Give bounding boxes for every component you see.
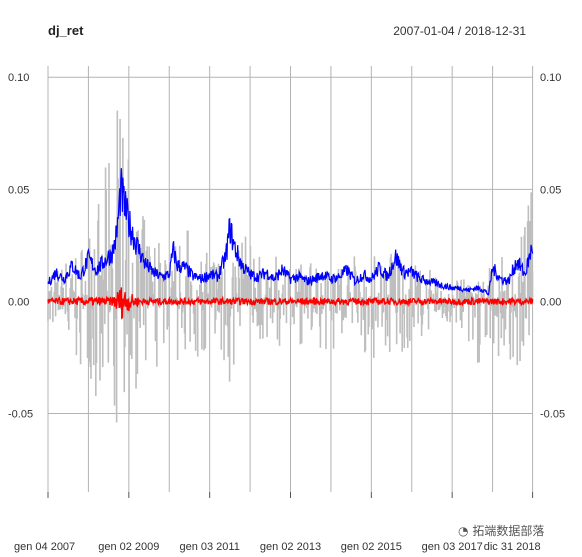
y-tick-label-right: 0.00 xyxy=(540,296,561,308)
wechat-icon: ◔ xyxy=(458,524,469,538)
x-tick-label: gen 03 2017 xyxy=(422,541,483,553)
y-tick-label-right: 0.05 xyxy=(540,184,561,196)
y-tick-label-left: 0.10 xyxy=(8,72,29,84)
x-tick-label: gen 02 2013 xyxy=(260,541,321,553)
mean-line xyxy=(47,287,534,320)
date-range-label: 2007-01-04 / 2018-12-31 xyxy=(393,24,526,38)
axis-labels: 0.10 0.10 0.05 0.05 0.00 0.00 -0.05 -0.05 gen 04… xyxy=(8,72,565,553)
x-tick-label: gen 02 2015 xyxy=(341,541,402,553)
watermark-text: 拓端数据部落 xyxy=(472,524,545,538)
x-tick-label: gen 02 2009 xyxy=(98,541,159,553)
line-series xyxy=(47,168,534,320)
y-tick-label-left: -0.05 xyxy=(8,409,33,421)
chart-title: dj_ret xyxy=(48,23,84,38)
volatility-line xyxy=(47,168,534,296)
y-tick-label-right: 0.10 xyxy=(540,72,561,84)
x-tick-label: gen 03 2011 xyxy=(179,541,239,553)
x-tick-label: dic 31 2018 xyxy=(484,541,541,553)
y-tick-label-left: 0.00 xyxy=(8,296,29,308)
y-tick-label-right: -0.05 xyxy=(540,409,565,421)
y-tick-label-left: 0.05 xyxy=(8,184,29,196)
x-tick-label: gen 04 2007 xyxy=(14,541,75,553)
watermark: ◔ 拓端数据部落 xyxy=(458,522,544,539)
